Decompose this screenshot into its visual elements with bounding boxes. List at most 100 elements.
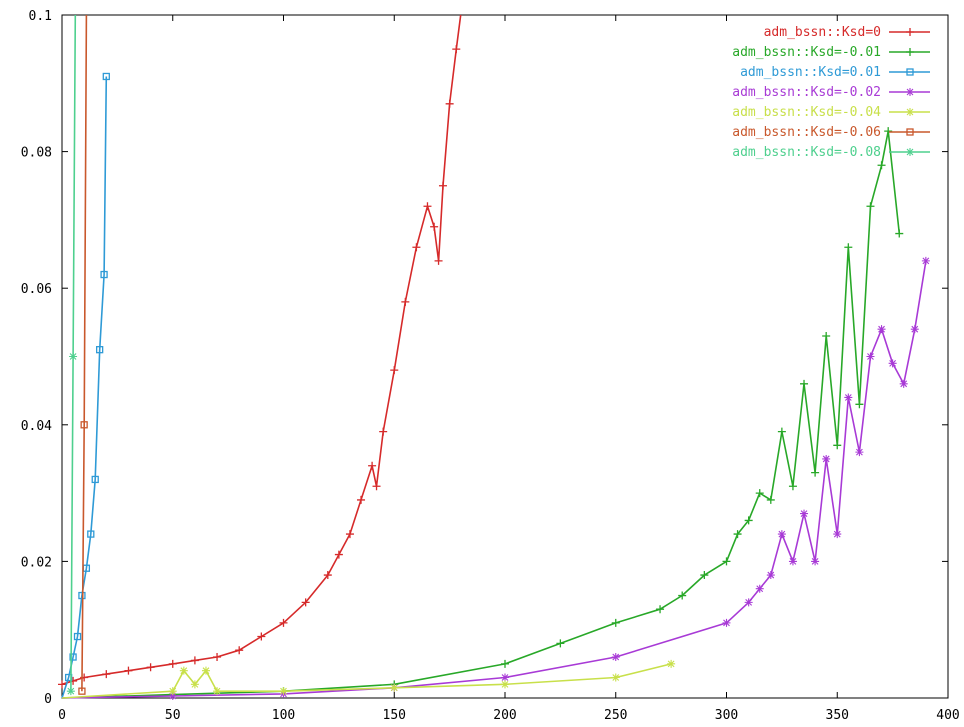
data-point bbox=[700, 571, 709, 580]
data-point bbox=[895, 229, 904, 238]
series-line bbox=[81, 14, 88, 692]
data-point bbox=[213, 653, 222, 662]
plot-frame bbox=[61, 14, 949, 699]
data-point bbox=[102, 670, 111, 679]
legend-label: adm_bssn::Ksd=-0.01 bbox=[732, 45, 881, 60]
data-point bbox=[279, 618, 288, 627]
data-point bbox=[201, 666, 210, 675]
data-point bbox=[69, 352, 78, 361]
data-point bbox=[438, 181, 447, 190]
data-point bbox=[678, 591, 687, 600]
data-point bbox=[91, 475, 99, 484]
data-point bbox=[777, 427, 786, 436]
legend-label: adm_bssn::Ksd=-0.08 bbox=[732, 145, 881, 160]
data-point bbox=[168, 659, 177, 668]
x-tick-label: 150 bbox=[383, 708, 406, 723]
data-point bbox=[833, 441, 842, 450]
data-point bbox=[788, 557, 797, 566]
data-point bbox=[345, 530, 354, 539]
data-point bbox=[811, 468, 820, 477]
data-point bbox=[722, 557, 731, 566]
x-tick-label: 100 bbox=[272, 708, 295, 723]
data-point bbox=[58, 680, 66, 689]
data-point bbox=[501, 680, 509, 689]
data-point bbox=[190, 656, 199, 665]
data-point bbox=[744, 598, 753, 607]
x-tick-label: 400 bbox=[936, 708, 959, 723]
legend-swatch-marker bbox=[906, 88, 914, 96]
data-point bbox=[611, 618, 620, 627]
data-point bbox=[257, 632, 266, 641]
data-point bbox=[87, 530, 95, 538]
x-tick-label: 350 bbox=[826, 708, 849, 723]
y-tick-label: 0.08 bbox=[21, 146, 52, 161]
data-point bbox=[855, 400, 864, 409]
data-point bbox=[73, 632, 82, 641]
data-point bbox=[301, 598, 310, 607]
data-point bbox=[401, 297, 410, 306]
data-point bbox=[844, 243, 853, 252]
data-point bbox=[423, 202, 432, 211]
y-tick-label: 0.02 bbox=[21, 555, 52, 570]
y-tick-label: 0.04 bbox=[21, 419, 52, 434]
data-point bbox=[722, 618, 731, 627]
data-point bbox=[124, 666, 133, 675]
data-point bbox=[811, 557, 820, 566]
data-point bbox=[755, 489, 764, 498]
legend-swatch-marker bbox=[906, 128, 914, 136]
data-point bbox=[833, 530, 842, 539]
data-point bbox=[755, 584, 764, 593]
data-point bbox=[69, 653, 77, 661]
legend-label: adm_bssn::Ksd=0 bbox=[764, 25, 881, 40]
data-point bbox=[855, 448, 864, 457]
data-point bbox=[866, 352, 875, 361]
y-tick-label: 0.06 bbox=[21, 282, 52, 297]
data-point bbox=[102, 72, 110, 81]
x-tick-label: 0 bbox=[58, 708, 66, 723]
data-point bbox=[323, 571, 332, 580]
data-point bbox=[777, 530, 786, 539]
series-6 bbox=[66, 14, 78, 696]
legend-swatch-marker bbox=[906, 48, 914, 56]
data-point bbox=[334, 550, 343, 559]
data-point bbox=[910, 325, 919, 334]
data-point bbox=[766, 495, 775, 504]
legend-swatch-marker bbox=[906, 28, 914, 36]
data-point bbox=[501, 673, 509, 682]
legend-label: adm_bssn::Ksd=-0.02 bbox=[732, 85, 881, 100]
data-point bbox=[434, 256, 443, 265]
data-point bbox=[235, 646, 244, 655]
x-tick-label: 50 bbox=[165, 708, 181, 723]
y-tick-label: 0.1 bbox=[29, 9, 52, 24]
series-layer bbox=[58, 14, 930, 700]
legend-label: adm_bssn::Ksd=0.01 bbox=[740, 65, 881, 80]
data-point bbox=[368, 461, 377, 470]
data-point bbox=[656, 605, 665, 614]
data-point bbox=[430, 222, 439, 231]
series-4 bbox=[61, 659, 676, 699]
data-point bbox=[766, 571, 775, 580]
x-tick-label: 250 bbox=[604, 708, 627, 723]
data-point bbox=[100, 270, 108, 279]
data-point bbox=[611, 673, 620, 682]
legend-swatch-marker bbox=[906, 108, 914, 116]
data-point bbox=[877, 325, 886, 334]
data-point bbox=[667, 659, 676, 668]
x-axis-ticks: 0 50 100 150 200 250 300 350 400 bbox=[58, 15, 960, 723]
data-point bbox=[66, 687, 75, 696]
data-point bbox=[279, 687, 288, 696]
data-point bbox=[556, 639, 565, 648]
data-point bbox=[866, 202, 875, 211]
data-point bbox=[733, 530, 742, 539]
data-point bbox=[168, 691, 177, 700]
data-point bbox=[146, 663, 155, 672]
data-point bbox=[96, 346, 104, 354]
legend: adm_bssn::Ksd=0adm_bssn::Ksd=-0.01adm_bs… bbox=[732, 25, 930, 160]
data-point bbox=[80, 421, 88, 429]
series-5 bbox=[78, 14, 88, 695]
data-point bbox=[445, 99, 454, 108]
data-point bbox=[412, 243, 421, 252]
data-point bbox=[390, 366, 399, 375]
data-point bbox=[822, 332, 831, 341]
data-point bbox=[888, 359, 897, 368]
